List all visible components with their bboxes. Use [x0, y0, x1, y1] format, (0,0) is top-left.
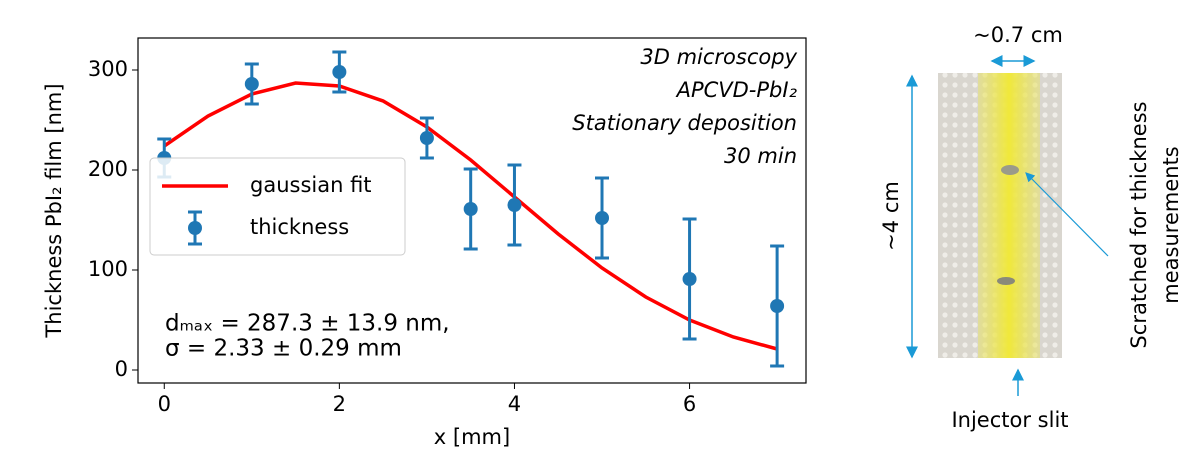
annotation: APCVD-PbI₂ — [675, 78, 798, 102]
fit-result: σ = 2.33 ± 0.29 mm — [165, 336, 402, 362]
legend-marker — [188, 221, 202, 235]
data-point — [244, 77, 259, 91]
data-point — [332, 65, 347, 79]
data-point — [770, 299, 785, 313]
axes-frame — [137, 37, 807, 384]
y-tick-label: 0 — [115, 357, 128, 381]
x-tick-label: 0 — [158, 392, 171, 416]
legend-label: gaussian fit — [250, 173, 372, 197]
pointer-line — [1025, 172, 1109, 257]
annotation-line: measurements — [1159, 146, 1183, 303]
annotation-line: Scratched for thickness — [1127, 101, 1151, 348]
data-point — [507, 198, 522, 212]
y-tick-label: 100 — [88, 257, 128, 281]
scratch — [1001, 165, 1019, 175]
height-label: ~4 cm — [879, 181, 903, 251]
fit-result: dₘₐₓ = 287.3 ± 13.9 nm, — [165, 311, 450, 337]
legend-label: thickness — [250, 215, 349, 239]
data-point — [682, 272, 697, 286]
data-point — [463, 202, 478, 216]
annotation: 3D microscopy — [640, 45, 797, 69]
film-stripe — [978, 73, 1040, 358]
x-axis-label: x [mm] — [434, 425, 510, 449]
data-point — [419, 131, 434, 145]
photo-panel: ~0.7 cm ~4 cm Scratched for thickness me… — [879, 23, 1183, 432]
annotation: Stationary deposition — [572, 111, 797, 135]
x-tick-label: 6 — [683, 392, 696, 416]
x-tick-label: 4 — [508, 392, 521, 416]
y-tick-label: 200 — [88, 157, 128, 181]
width-label: ~0.7 cm — [973, 23, 1063, 47]
slit-label: Injector slit — [951, 408, 1068, 432]
data-point — [595, 211, 610, 225]
y-axis-label: Thickness PbI₂ film [nm] — [42, 83, 66, 338]
x-tick-label: 2 — [333, 392, 346, 416]
annotation: 30 min — [724, 144, 797, 168]
scratch — [997, 277, 1015, 285]
plot-area: 0 2 4 6 0 100 200 300 x [mm] Thickness PbI₂ film … — [42, 37, 807, 449]
y-tick-label: 300 — [88, 57, 128, 81]
fit-line — [163, 81, 778, 351]
legend-box — [149, 157, 406, 256]
